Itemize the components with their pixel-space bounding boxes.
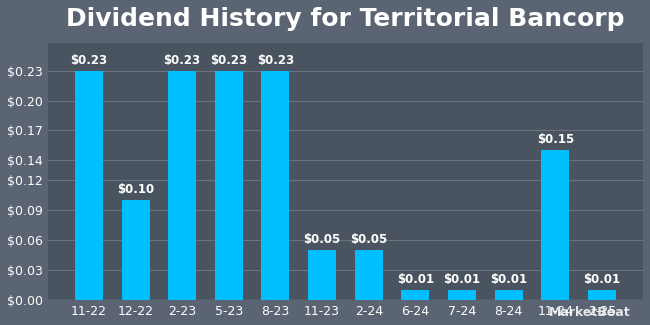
Bar [588, 290, 616, 300]
Bar [541, 150, 569, 300]
Bar [261, 71, 289, 300]
Text: $0.23: $0.23 [257, 54, 294, 67]
Text: MarketBeat: MarketBeat [549, 306, 630, 318]
Text: $0.05: $0.05 [304, 233, 341, 246]
Bar [355, 250, 383, 300]
Text: $0.01: $0.01 [584, 273, 621, 286]
Text: $0.23: $0.23 [164, 54, 201, 67]
Bar [214, 71, 243, 300]
Bar [75, 71, 103, 300]
Text: $0.01: $0.01 [397, 273, 434, 286]
Text: $0.23: $0.23 [210, 54, 248, 67]
Bar [168, 71, 196, 300]
Bar [495, 290, 523, 300]
Text: $0.01: $0.01 [490, 273, 527, 286]
Title: Dividend History for Territorial Bancorp: Dividend History for Territorial Bancorp [66, 7, 625, 31]
Bar [448, 290, 476, 300]
Bar [308, 250, 336, 300]
Text: $0.05: $0.05 [350, 233, 387, 246]
Bar [402, 290, 430, 300]
Text: $0.23: $0.23 [70, 54, 107, 67]
Text: $0.10: $0.10 [117, 183, 154, 196]
Text: $0.01: $0.01 [443, 273, 480, 286]
Bar [122, 200, 150, 300]
Text: $0.15: $0.15 [537, 134, 574, 147]
